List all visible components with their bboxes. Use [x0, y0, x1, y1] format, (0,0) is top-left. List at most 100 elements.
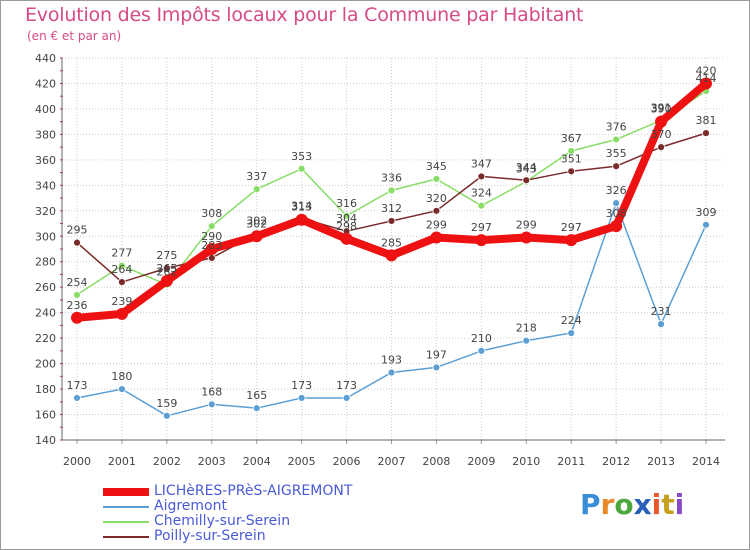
plot-area [62, 58, 725, 440]
data-label: 173 [291, 379, 312, 392]
data-point [387, 186, 396, 195]
y-tick-label: 160 [35, 409, 56, 422]
data-label: 297 [471, 221, 492, 234]
data-point [432, 175, 441, 183]
data-label: 308 [606, 207, 627, 220]
data-label: 295 [67, 224, 88, 237]
data-point [297, 394, 306, 402]
data-label: 414 [696, 72, 717, 85]
data-label: 264 [111, 263, 132, 276]
data-label: 391 [651, 101, 672, 114]
chart-title: Evolution des Impôts locaux pour la Comm… [25, 4, 584, 26]
data-label: 347 [471, 157, 492, 170]
data-point [340, 232, 353, 245]
y-tick-label: 360 [35, 154, 56, 167]
data-label: 302 [246, 215, 267, 228]
data-label: 290 [201, 230, 222, 243]
data-point [342, 394, 351, 402]
data-point [162, 411, 171, 420]
data-point [702, 220, 710, 229]
data-point [700, 77, 712, 90]
data-point [295, 213, 308, 226]
data-point [73, 238, 81, 247]
x-tick-label: 2005 [288, 455, 316, 468]
data-point [387, 368, 396, 377]
legend-swatch [103, 520, 149, 523]
data-label: 283 [201, 239, 222, 252]
data-label: 381 [696, 114, 717, 127]
y-tick-label: 260 [35, 281, 56, 294]
data-label: 298 [336, 220, 357, 233]
data-label: 285 [381, 236, 402, 249]
x-tick-label: 2000 [63, 455, 91, 468]
legend-label: Poilly-sur-Serein [154, 528, 266, 544]
data-point [205, 243, 218, 255]
data-label: 239 [111, 295, 132, 308]
y-tick-label: 140 [35, 434, 56, 447]
y-tick-label: 200 [35, 358, 56, 371]
data-point [612, 162, 621, 171]
x-tick-label: 2012 [602, 455, 630, 468]
data-point [252, 404, 261, 413]
logo-letter: P [580, 488, 601, 521]
data-label: 304 [336, 212, 357, 225]
data-label: 320 [426, 192, 447, 205]
data-point [612, 135, 621, 144]
data-label: 197 [426, 348, 447, 361]
data-point [118, 385, 126, 393]
data-point [567, 167, 576, 176]
data-label: 309 [696, 206, 717, 219]
data-point [655, 115, 668, 128]
data-label: 210 [471, 332, 492, 345]
data-label: 299 [426, 219, 447, 232]
data-point [430, 231, 443, 244]
legend-label: Aigremont [154, 498, 227, 514]
data-label: 337 [246, 170, 267, 183]
data-label: 262 [156, 266, 177, 279]
x-tick-label: 2009 [467, 455, 495, 468]
data-point [160, 274, 173, 287]
data-label: 313 [291, 201, 312, 214]
data-label: 159 [156, 397, 177, 410]
logo-letter: t [661, 488, 675, 521]
x-tick-label: 2013 [647, 455, 675, 468]
data-point [73, 290, 81, 299]
data-point [475, 234, 488, 247]
data-label: 390 [651, 103, 672, 116]
data-point [567, 147, 576, 155]
data-point [73, 394, 81, 402]
data-point [250, 230, 263, 243]
data-point [522, 176, 531, 185]
data-point [342, 211, 351, 220]
y-tick-label: 180 [35, 383, 56, 396]
data-point [567, 329, 576, 337]
x-tick-label: 2011 [557, 455, 585, 468]
data-label: 312 [381, 202, 402, 215]
data-label: 345 [426, 160, 447, 173]
y-tick-label: 420 [35, 77, 56, 90]
data-point [565, 234, 578, 247]
data-point [477, 201, 486, 210]
data-label: 355 [606, 147, 627, 160]
data-point [612, 199, 621, 208]
data-point [657, 143, 665, 152]
data-label: 297 [561, 221, 582, 234]
data-label: 299 [516, 219, 537, 232]
data-label: 224 [561, 314, 582, 327]
data-label: 193 [381, 354, 402, 367]
data-point [297, 164, 306, 173]
data-point [657, 320, 665, 329]
data-label: 231 [651, 305, 672, 318]
data-point [207, 222, 216, 230]
data-label: 351 [561, 152, 582, 165]
logo-letter: o [614, 488, 634, 521]
logo-letter: i [651, 488, 662, 521]
data-point [71, 311, 83, 324]
data-label: 254 [67, 276, 88, 289]
data-label: 343 [516, 163, 537, 176]
y-tick-label: 340 [35, 179, 56, 192]
y-tick-label: 380 [35, 128, 56, 141]
data-label: 353 [291, 150, 312, 163]
data-label: 218 [516, 322, 537, 335]
x-tick-label: 2001 [108, 455, 136, 468]
